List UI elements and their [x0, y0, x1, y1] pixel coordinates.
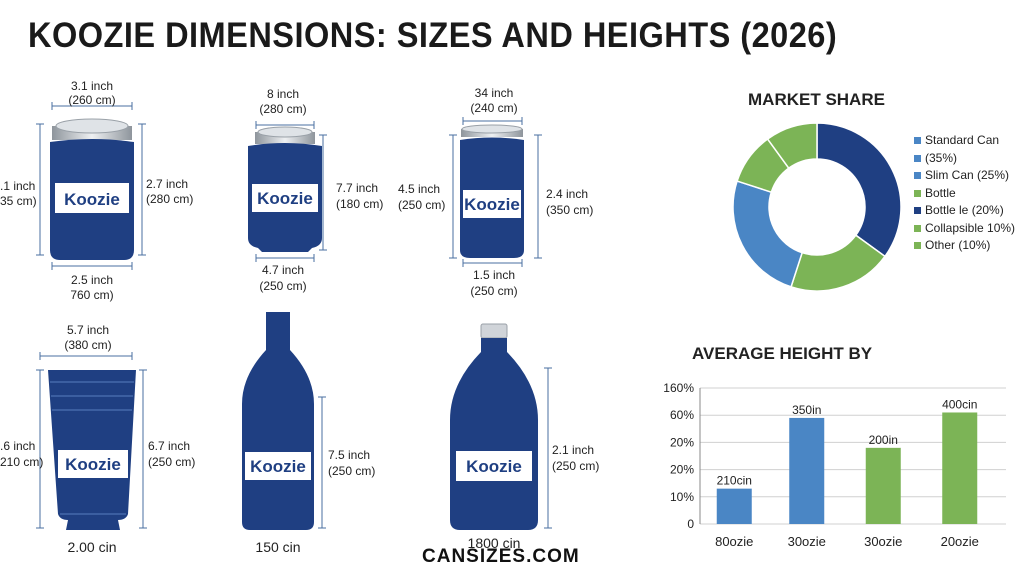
dim-label: (180 cm) [336, 197, 383, 211]
y-tick-label: 10% [670, 490, 694, 504]
market-share-legend: Standard Can (35%) Slim Can (25%) Bottle Bot… [914, 132, 1015, 255]
legend-entry: Slim Can (25%) [914, 167, 1015, 185]
legend-label: Standard Can [925, 133, 1000, 147]
dim-label: 2.7 inch [146, 177, 188, 191]
koozie-logo: Koozie [64, 190, 120, 209]
dim-label: 2.4 inch [546, 187, 588, 201]
dim-label: 3.1 inch [71, 79, 113, 93]
legend-swatch [914, 137, 921, 145]
standard-can-koozie: Koozie [50, 118, 134, 260]
dim-label: 35 cm) [0, 194, 37, 208]
legend-swatch [914, 172, 921, 180]
dim-label: (250 cm) [398, 198, 445, 212]
dim-label: 4.7 inch [262, 263, 304, 277]
legend-entry: Other (10%) [914, 237, 1015, 255]
x-category-label: 30ozie [788, 534, 826, 549]
dim-label: 4.5 inch [398, 182, 440, 196]
market-share-donut [732, 122, 902, 292]
long-neck-bottle-koozie: Koozie [242, 312, 314, 530]
dim-label: 34 inch [475, 86, 514, 100]
dim-label: 2.5 inch [71, 273, 113, 287]
y-tick-label: 60% [670, 408, 694, 422]
legend-swatch [914, 224, 921, 232]
koozie-logo: Koozie [250, 457, 306, 476]
legend-entry: Standard Can [914, 132, 1015, 150]
legend-swatch [914, 242, 921, 250]
legend-label: Other (10%) [925, 238, 991, 252]
koozie-logo: Koozie [464, 195, 520, 214]
dim-label: (260 cm) [68, 93, 115, 107]
bar-data-label: 200in [869, 433, 898, 447]
x-category-label: 80ozie [715, 534, 753, 549]
legend-label: (35%) [925, 150, 958, 165]
y-tick-label: 20% [670, 463, 694, 477]
dim-label: 1.5 inch [473, 268, 515, 282]
legend-swatch [914, 189, 921, 197]
legend-label: Bottle le (20%) [925, 203, 1004, 217]
legend-swatch [914, 154, 921, 162]
page-title: KOOZIE DIMENSIONS: SIZES AND HEIGHTS (20… [28, 16, 838, 55]
dim-label: .6 inch [0, 439, 35, 453]
dim-label: (250 cm) [328, 464, 375, 478]
legend-label: Bottle [925, 185, 956, 200]
dim-label: (250 cm) [552, 459, 599, 473]
y-tick-label: 160% [663, 381, 694, 395]
bar-data-label: 400cin [942, 397, 977, 411]
dim-label: (380 cm) [64, 338, 111, 352]
wide-bottle-koozie: Koozie [450, 323, 538, 530]
slim-can-koozie: Koozie [248, 126, 322, 252]
bar-3 [865, 447, 901, 524]
donut-slice-slim-can [732, 180, 804, 288]
dim-label: (250 cm) [470, 284, 517, 298]
legend-entry: Collapsible 10%) [914, 220, 1015, 238]
koozie-logo: Koozie [65, 455, 121, 474]
koozie-logo: Koozie [257, 189, 313, 208]
legend-swatch [914, 207, 921, 215]
dim-label: 760 cm) [70, 288, 113, 302]
koozie-logo: Koozie [466, 457, 522, 476]
bar-1 [716, 488, 752, 524]
dim-label: (280 cm) [259, 102, 306, 116]
y-tick-label: 0 [687, 517, 694, 531]
dim-label: 8 inch [267, 87, 299, 101]
legend-entry: Bottle le (20%) [914, 202, 1015, 220]
donut-slice-standard-can [816, 122, 902, 258]
dim-label: 5.7 inch [67, 323, 109, 337]
y-tick-label: 20% [670, 435, 694, 449]
dim-label: (250 cm) [148, 455, 195, 469]
tall-can-koozie: Koozie [460, 124, 524, 258]
dim-label: 150 cin [255, 539, 300, 555]
koozie-illustrations: Koozie Koozie Koozie Koozie Koozie [0, 79, 599, 555]
dim-label: (240 cm) [470, 101, 517, 115]
dim-label: 7.5 inch [328, 448, 370, 462]
bar-data-label: 350in [792, 403, 821, 417]
average-height-title: AVERAGE HEIGHT BY [692, 344, 873, 363]
dim-label: 2.1 inch [552, 443, 594, 457]
legend-label: Slim Can (25%) [925, 168, 1010, 182]
market-share-title: MARKET SHARE [748, 90, 885, 109]
legend-entry: (35%) [914, 150, 1015, 168]
dim-label: 7.7 inch [336, 181, 378, 195]
dim-label: 210 cm) [0, 455, 43, 469]
bar-2 [789, 417, 825, 524]
site-footer: CANSIZES.COM [422, 546, 580, 567]
dim-label: 1800 cin [468, 535, 521, 551]
dim-label: (250 cm) [259, 279, 306, 293]
x-category-label: 30ozie [864, 534, 902, 549]
cup-koozie: Koozie [48, 370, 136, 530]
average-height-bar-chart: 0 10% 20% 20% 60% 160% 210cin 80ozie 350in 30ozie… [663, 381, 1006, 549]
legend-label: Collapsible 10%) [925, 220, 1016, 235]
dim-label: .1 inch [0, 179, 35, 193]
x-category-label: 20ozie [941, 534, 979, 549]
bar-4 [942, 412, 978, 524]
dim-label: (350 cm) [546, 203, 593, 217]
dim-label: 2.00 cin [67, 539, 116, 555]
dim-label: 6.7 inch [148, 439, 190, 453]
dim-label: (280 cm) [146, 192, 193, 206]
donut-slice-other [766, 122, 818, 170]
bar-data-label: 210cin [717, 474, 752, 488]
legend-entry: Bottle [914, 185, 1015, 203]
